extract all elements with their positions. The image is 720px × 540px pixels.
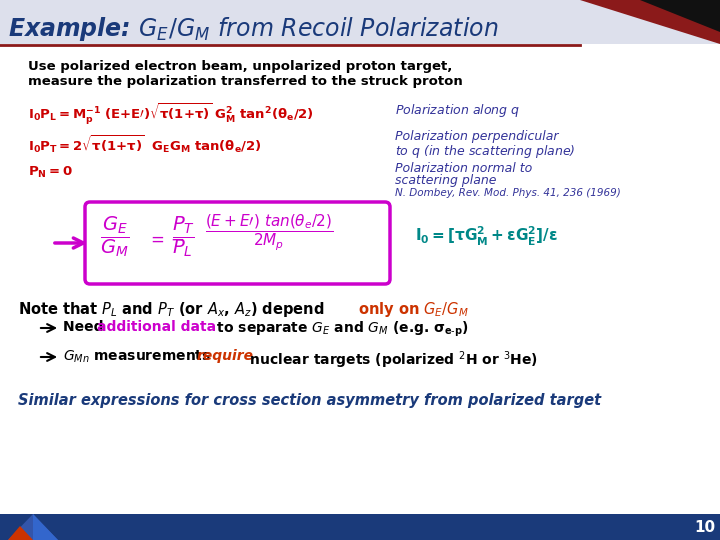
Text: to $\it{q}$ (in the scattering plane): to $\it{q}$ (in the scattering plane): [395, 143, 575, 160]
Text: Note that $P_L$ and $P_T$ (or $A_x$, $A_z$) depend: Note that $P_L$ and $P_T$ (or $A_x$, $A_…: [18, 300, 325, 319]
Text: 10: 10: [694, 519, 716, 535]
Polygon shape: [33, 514, 58, 540]
Text: Need: Need: [63, 320, 109, 334]
Text: measure the polarization transferred to the struck proton: measure the polarization transferred to …: [28, 75, 463, 88]
Text: require: require: [197, 349, 254, 363]
Text: $G_{Mn}$ measurements: $G_{Mn}$ measurements: [63, 349, 212, 366]
Text: additional data: additional data: [97, 320, 216, 334]
Polygon shape: [580, 0, 720, 44]
Text: Polarization along $\it{q}$: Polarization along $\it{q}$: [395, 102, 520, 119]
Text: $\mathbf{I_0 P_L = M_p^{-1}\ (E{+}E\prime)\sqrt{\tau(1{+}\tau)}\ G_M^2\ tan^2(\t: $\mathbf{I_0 P_L = M_p^{-1}\ (E{+}E\prim…: [28, 102, 314, 127]
FancyBboxPatch shape: [85, 202, 390, 284]
Text: Example: $\mathbf{\it G_E}$$\mathbf{\it /G_M}$ $\mathbf{\it from\ Recoil\ Polari: Example: $\mathbf{\it G_E}$$\mathbf{\it …: [8, 15, 498, 43]
Polygon shape: [8, 526, 33, 540]
Text: $\mathbf{P_N = 0}$: $\mathbf{P_N = 0}$: [28, 165, 73, 180]
Text: nuclear targets (polarized $^2$H or $^3$He): nuclear targets (polarized $^2$H or $^3$…: [245, 349, 538, 370]
Text: scattering plane: scattering plane: [395, 174, 497, 187]
Polygon shape: [8, 514, 58, 540]
Bar: [0, 514, 720, 540]
Polygon shape: [640, 0, 720, 32]
Text: to separate $G_E$ and $G_M$ (e.g. $\mathbf{\sigma_{e\text{-}p}}$): to separate $G_E$ and $G_M$ (e.g. $\math…: [212, 320, 469, 339]
Text: $\mathbf{I_0 P_T = 2\sqrt{\tau(1{+}\tau)}\ \ G_E G_M\ tan(\theta_e/2)}$: $\mathbf{I_0 P_T = 2\sqrt{\tau(1{+}\tau)…: [28, 133, 261, 155]
Text: $\dfrac{G_E}{G_M}$: $\dfrac{G_E}{G_M}$: [100, 214, 130, 259]
Text: $= -$: $= -$: [147, 230, 185, 248]
Text: $\mathbf{I_0 = [\tau G_M^2 + \varepsilon G_E^2]/\varepsilon}$: $\mathbf{I_0 = [\tau G_M^2 + \varepsilon…: [415, 225, 558, 248]
Bar: [0, 0, 720, 44]
Text: only on $G_E/G_M$: only on $G_E/G_M$: [358, 300, 469, 319]
Text: Use polarized electron beam, unpolarized proton target,: Use polarized electron beam, unpolarized…: [28, 60, 452, 73]
Text: $\dfrac{(E + E\prime)\ tan(\theta_e/2)}{2M_p}$: $\dfrac{(E + E\prime)\ tan(\theta_e/2)}{…: [205, 213, 333, 253]
Text: Polarization normal to: Polarization normal to: [395, 162, 532, 175]
Text: Polarization perpendicular: Polarization perpendicular: [395, 130, 559, 143]
Text: N. Dombey, Rev. Mod. Phys. 41, 236 (1969): N. Dombey, Rev. Mod. Phys. 41, 236 (1969…: [395, 188, 621, 198]
Text: Similar expressions for cross section asymmetry from polarized target: Similar expressions for cross section as…: [18, 393, 601, 408]
Text: $\dfrac{P_T}{P_L}$: $\dfrac{P_T}{P_L}$: [172, 214, 195, 259]
